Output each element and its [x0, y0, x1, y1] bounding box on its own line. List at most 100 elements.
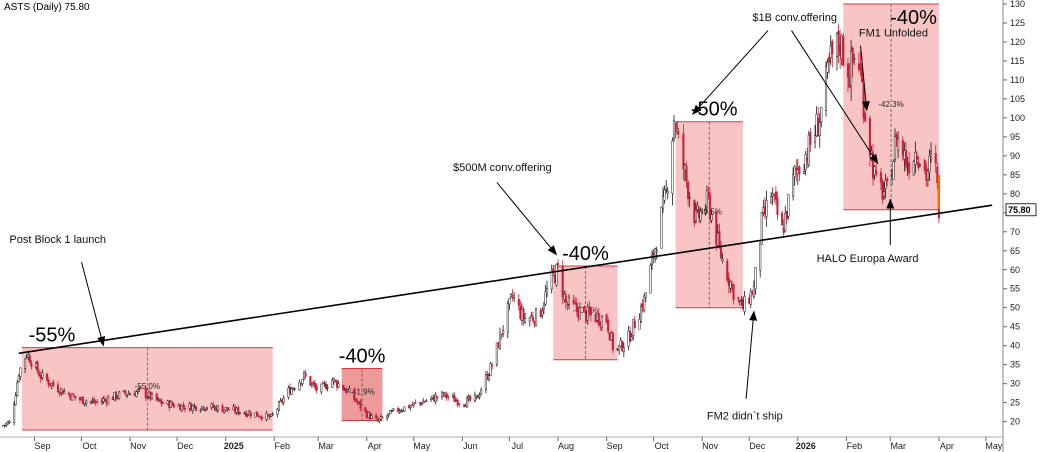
y-tick-label: 55 — [1010, 284, 1020, 294]
candle-body — [807, 134, 810, 166]
candle-body — [879, 172, 882, 183]
candle-body — [787, 194, 790, 217]
candle-body — [804, 154, 807, 171]
candle-body — [890, 178, 893, 185]
candle-body — [28, 355, 31, 364]
annotation-text-4: FM1 Unfolded — [859, 27, 928, 39]
candle-body — [124, 391, 127, 395]
candle-body — [14, 395, 17, 406]
candle-body — [52, 381, 55, 386]
candle-body — [337, 383, 340, 388]
candle-body — [71, 393, 74, 401]
x-tick-label: Apr — [940, 441, 954, 451]
y-tick-label: 100 — [1010, 113, 1025, 123]
candle-body — [550, 269, 553, 290]
candle-body — [301, 379, 304, 384]
candle-body — [618, 345, 621, 351]
candle-body — [445, 393, 448, 398]
candle-body — [313, 383, 317, 388]
candle-body — [47, 380, 50, 385]
x-tick-label: 2026 — [796, 441, 816, 451]
candle-body — [102, 398, 105, 402]
drawdown-small-label-4: -42.3% — [878, 100, 903, 109]
drawdown-label-3: -50% — [691, 99, 738, 121]
candle-body — [63, 391, 66, 394]
candle-body — [249, 412, 252, 417]
candle-body — [434, 395, 437, 402]
candle-body — [853, 58, 856, 61]
candle-body — [897, 138, 900, 151]
candle-body — [378, 418, 381, 422]
annotation-arrow-4 — [860, 45, 870, 112]
candle-body — [752, 285, 755, 297]
candle-body — [237, 407, 240, 415]
x-tick-label: Nov — [702, 441, 719, 451]
annotation-text-5: HALO Europa Award — [817, 253, 919, 265]
candle-body — [72, 394, 75, 397]
trendline — [18, 204, 993, 355]
candle-body — [705, 190, 708, 208]
candle-body — [915, 156, 918, 160]
y-axis: 2025303540455055606570758085909510010511… — [1002, 0, 1037, 452]
candle-body — [561, 265, 564, 298]
candle-body — [375, 415, 378, 419]
candle-body — [818, 122, 821, 137]
y-tick-label: 60 — [1010, 265, 1020, 275]
last-price-label: 75.80 — [1008, 205, 1031, 215]
candle-body — [484, 374, 487, 390]
candle-body — [923, 160, 926, 171]
candle-body — [677, 132, 680, 134]
candle-body — [676, 128, 679, 132]
y-tick-label: 85 — [1010, 170, 1020, 180]
candle-body — [498, 332, 502, 350]
drawdown-label-2: -40% — [562, 243, 609, 265]
candle-body — [82, 396, 85, 405]
candle-body — [171, 402, 174, 406]
candle-body — [277, 401, 281, 411]
x-tick-label: Oct — [655, 441, 670, 451]
candle-body — [315, 385, 318, 391]
candle-body — [926, 170, 929, 180]
candle-body — [583, 305, 586, 310]
candle-body — [506, 303, 509, 333]
candle-body — [491, 365, 494, 367]
candle-body — [792, 174, 795, 197]
candle-body — [453, 395, 456, 403]
candle-body — [309, 376, 312, 386]
y-tick-label: 105 — [1010, 94, 1025, 104]
candle-body — [513, 297, 516, 299]
candle-body — [397, 408, 400, 412]
candle-body — [704, 210, 707, 213]
y-tick-label: 80 — [1010, 189, 1020, 199]
candle-body — [597, 313, 600, 325]
candle-body — [929, 151, 933, 154]
candle-body — [824, 66, 828, 111]
candle-body — [600, 316, 603, 328]
candle-body — [638, 319, 641, 330]
ticker-title: ASTS (Daily) 75.80 — [4, 2, 90, 13]
drawdown-small-label-1: -41.9% — [349, 387, 374, 396]
y-tick-label: 110 — [1010, 75, 1024, 85]
annotation-arrow-3 — [791, 30, 879, 165]
candle-body — [760, 212, 763, 245]
candle-body — [386, 415, 389, 419]
candle-body — [661, 196, 665, 210]
candle-body — [146, 396, 149, 399]
candle-body — [129, 393, 132, 396]
candle-body — [429, 397, 433, 400]
y-tick-label: 95 — [1010, 132, 1020, 142]
candle-body — [270, 414, 273, 417]
candle-body — [754, 267, 757, 290]
candle-body — [660, 207, 663, 249]
drawdown-label-0: -55% — [29, 325, 76, 347]
candle-body — [155, 393, 158, 401]
candle-body — [500, 334, 503, 336]
candle-body — [864, 113, 867, 122]
candle-body — [901, 140, 904, 156]
x-tick-label: 2025 — [224, 441, 244, 451]
candle-body — [161, 402, 165, 405]
y-tick-label: 130 — [1010, 0, 1025, 9]
candle-body — [199, 409, 202, 412]
candle-body — [478, 394, 481, 398]
candle-body — [607, 320, 610, 332]
